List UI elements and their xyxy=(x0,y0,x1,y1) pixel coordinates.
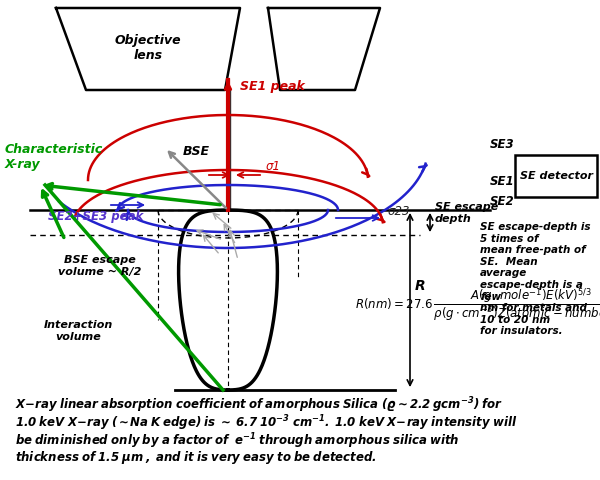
Text: Characteristic
X-ray: Characteristic X-ray xyxy=(5,143,103,171)
Text: Objective
lens: Objective lens xyxy=(115,34,181,62)
Text: $R(nm)=27.6\,\dfrac{A(g\cdot mole^{-1})E(kV)^{5/3}}{\rho(g\cdot cm^{-3})Z(atomic: $R(nm)=27.6\,\dfrac{A(g\cdot mole^{-1})E… xyxy=(355,286,600,324)
Text: SE3: SE3 xyxy=(490,138,515,151)
Text: Interaction
volume: Interaction volume xyxy=(43,321,113,342)
Bar xyxy=(515,155,597,197)
Text: SE2+SE3 peak: SE2+SE3 peak xyxy=(48,210,143,223)
Text: $\bfit{1.0\;keV\;X\!-\!ray\;(\sim\!Na\;K\;edge)\;is\;\sim\;6.7\;10^{-3}\;cm^{-1}: $\bfit{1.0\;keV\;X\!-\!ray\;(\sim\!Na\;K… xyxy=(15,413,518,432)
Text: SE escape-depth is 5 times of
mean free-path of SE.  Mean
average escape-depth i: SE escape-depth is 5 times of mean free-… xyxy=(480,222,590,336)
Text: SE escape
depth: SE escape depth xyxy=(435,203,498,224)
Text: SE2: SE2 xyxy=(490,195,515,208)
Text: SE1 peak: SE1 peak xyxy=(240,80,305,93)
Text: σ23: σ23 xyxy=(388,205,410,218)
Text: $\bfit{thickness\;of\;1.5\;\mu m\;,\;and\;it\;is\;very\;easy\;to\;be\;detected.}: $\bfit{thickness\;of\;1.5\;\mu m\;,\;and… xyxy=(15,449,377,466)
Text: SE detector: SE detector xyxy=(520,171,593,181)
Text: σ1: σ1 xyxy=(266,160,281,173)
Text: BSE: BSE xyxy=(183,145,210,158)
Text: SE1: SE1 xyxy=(490,175,515,188)
Text: $\bfit{be\;diminished\;only\;by\;a\;factor\;of\;\;e^{-1}\;through\;amorphous\;si: $\bfit{be\;diminished\;only\;by\;a\;fact… xyxy=(15,431,460,451)
Text: R: R xyxy=(415,279,425,293)
Text: $\bfit{X}$$\bfit{-ray\;linear\;absorption\;coefficient\;of\;amorphous\;Silica\;(: $\bfit{X}$$\bfit{-ray\;linear\;absorptio… xyxy=(15,395,503,415)
Text: BSE escape
volume ~ R/2: BSE escape volume ~ R/2 xyxy=(58,255,142,277)
